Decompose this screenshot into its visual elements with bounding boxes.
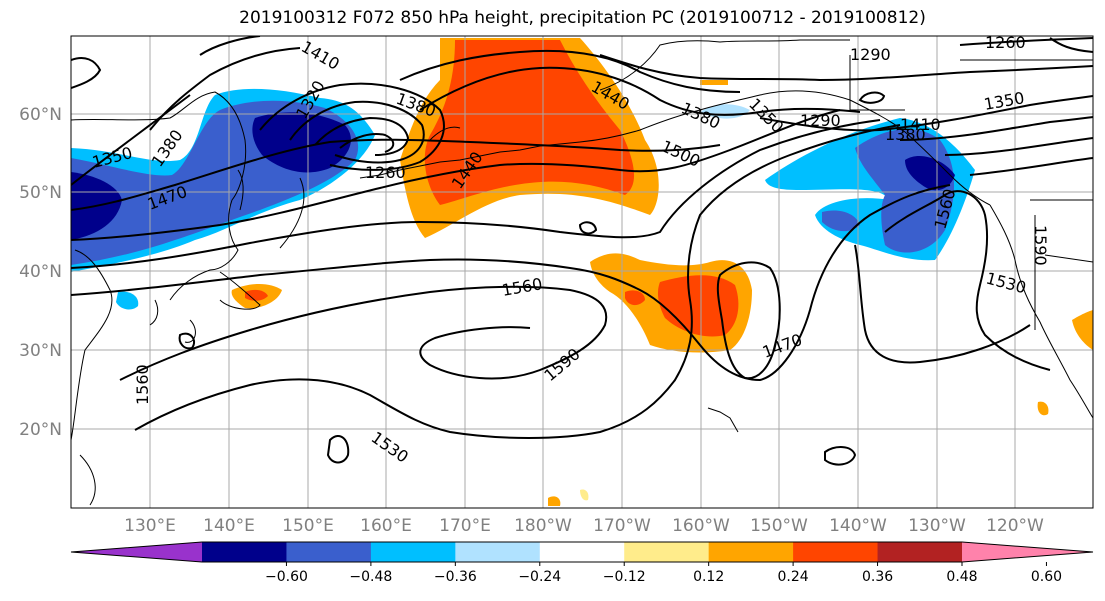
contour-label: 1410 bbox=[900, 115, 941, 134]
colorbar-tick-label: 0.12 bbox=[693, 569, 724, 585]
colorbar-swatch bbox=[539, 542, 625, 562]
colorbar-tick-label: −0.48 bbox=[349, 569, 392, 585]
colorbar-swatch bbox=[708, 542, 794, 562]
latitude-label: 60°N bbox=[19, 105, 62, 125]
map-frame bbox=[70, 35, 1094, 509]
longitude-label: 130°E bbox=[124, 516, 176, 536]
map-gridlines bbox=[71, 36, 1093, 508]
colorbar-tick-label: −0.24 bbox=[518, 569, 561, 585]
colorbar-swatch bbox=[455, 542, 541, 562]
colorbar-tick-label: 0.60 bbox=[1031, 569, 1062, 585]
colorbar-swatch bbox=[793, 542, 879, 562]
colorbar-swatch bbox=[286, 542, 372, 562]
colorbar: −0.60 −0.48 −0.36 −0.24 −0.12 0.12 0.24 0.36 0.4… bbox=[70, 541, 1094, 585]
colorbar-tick-label: 0.48 bbox=[946, 569, 977, 585]
colorbar-tick-label: 0.24 bbox=[778, 569, 809, 585]
contour-label: 1380 bbox=[885, 125, 926, 144]
map-plot-area: 1410 1350 1380 1470 1320 1380 1260 1440 … bbox=[71, 33, 1093, 508]
contour-label: 1560 bbox=[133, 364, 152, 405]
longitude-label: 160°E bbox=[360, 516, 412, 536]
latitude-label: 50°N bbox=[19, 183, 62, 203]
longitude-label: 150°W bbox=[750, 516, 808, 536]
longitude-label: 130°W bbox=[908, 516, 966, 536]
longitude-label: 170°W bbox=[593, 516, 651, 536]
longitude-labels: 130°E 140°E 150°E 160°E 170°E 180°W 170°… bbox=[124, 516, 1044, 536]
negative-anomaly-west bbox=[71, 88, 375, 310]
height-contours bbox=[71, 36, 1093, 466]
contour-label: 1260 bbox=[365, 163, 406, 182]
colorbar-tick-label: −0.36 bbox=[434, 569, 477, 585]
contour-label: 1290 bbox=[800, 111, 841, 130]
latitude-label: 40°N bbox=[19, 262, 62, 282]
colorbar-tick-label: −0.60 bbox=[265, 569, 308, 585]
longitude-label: 160°W bbox=[672, 516, 730, 536]
longitude-label: 140°E bbox=[203, 516, 255, 536]
latitude-label: 30°N bbox=[19, 341, 62, 361]
colorbar-swatch bbox=[202, 542, 287, 562]
longitude-label: 180°W bbox=[514, 516, 572, 536]
latitude-labels: 60°N 50°N 40°N 30°N 20°N bbox=[19, 105, 62, 440]
map-title: 2019100312 F072 850 hPa height, precipit… bbox=[239, 8, 926, 28]
longitude-label: 170°E bbox=[439, 516, 491, 536]
longitude-label: 120°W bbox=[986, 516, 1044, 536]
colorbar-swatch bbox=[877, 542, 963, 562]
colorbar-max-extension bbox=[962, 542, 1093, 562]
colorbar-swatch bbox=[624, 542, 710, 562]
latitude-label: 20°N bbox=[19, 420, 62, 440]
colorbar-tick-label: −0.12 bbox=[603, 569, 646, 585]
longitude-label: 140°W bbox=[829, 516, 887, 536]
colorbar-outline bbox=[70, 541, 1094, 563]
contour-label: 1260 bbox=[985, 33, 1026, 52]
longitude-label: 150°E bbox=[282, 516, 334, 536]
colorbar-swatch bbox=[370, 542, 456, 562]
contour-label: 1590 bbox=[1031, 225, 1050, 266]
contour-label: 1290 bbox=[850, 45, 891, 64]
colorbar-tick-label: 0.36 bbox=[862, 569, 893, 585]
colorbar-min-extension bbox=[71, 542, 202, 562]
